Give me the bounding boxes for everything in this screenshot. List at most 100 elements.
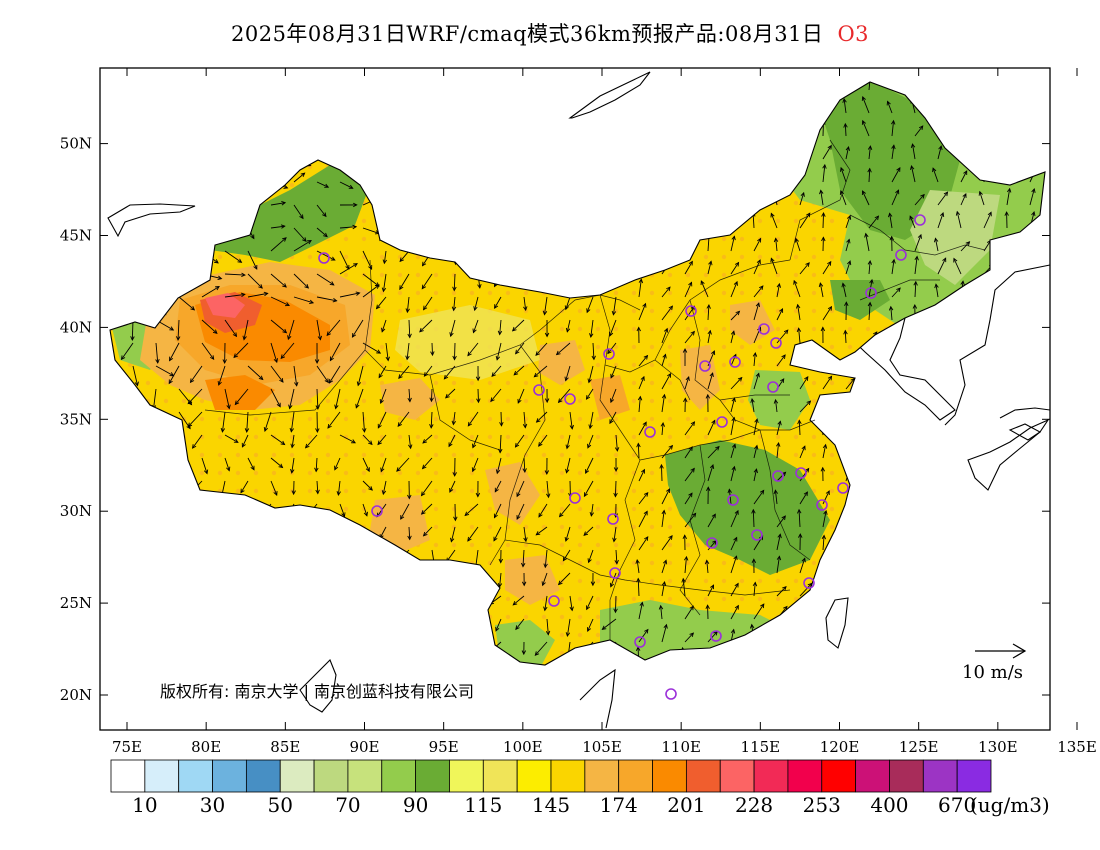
wind-arrow	[316, 365, 329, 384]
station-marker	[533, 384, 545, 396]
wind-arrow	[497, 572, 503, 588]
wind-arrow	[773, 237, 779, 252]
wind-arrow	[841, 282, 847, 298]
wind-arrow	[776, 307, 784, 321]
y-tick-label: 35N	[60, 410, 92, 428]
colorbar	[110, 759, 992, 793]
wind-arrow	[452, 342, 457, 361]
wind-arrow	[493, 526, 502, 542]
wind-arrow	[636, 442, 641, 459]
wind-arrow	[449, 319, 456, 338]
wind-arrow	[776, 441, 781, 459]
wind-arrow	[934, 283, 939, 298]
wind-arrow	[822, 260, 832, 275]
station-marker	[727, 494, 739, 506]
wind-arrow	[820, 466, 826, 482]
colorbar-label: 670	[938, 793, 976, 817]
wind-arrow	[751, 558, 757, 574]
x-tick-label: 115E	[741, 738, 781, 756]
wind-arrow	[280, 342, 295, 360]
wind-arrow	[799, 262, 810, 275]
station-marker	[770, 337, 782, 349]
wind-arrow	[339, 434, 357, 444]
station-marker	[729, 356, 741, 368]
y-tick-label: 20N	[60, 686, 92, 704]
station-marker	[685, 305, 697, 317]
wind-arrow	[932, 167, 939, 183]
wind-arrow	[613, 595, 618, 614]
wind-arrow	[247, 273, 263, 289]
wind-arrow	[201, 286, 220, 298]
wind-arrow	[450, 526, 456, 543]
wind-arrow	[315, 480, 320, 495]
wind-arrow	[224, 250, 243, 263]
wind-arrow	[314, 457, 319, 473]
wind-arrow	[707, 584, 714, 597]
wind-arrow	[587, 549, 594, 564]
wind-arrow	[495, 618, 502, 632]
wind-arrow	[707, 329, 712, 344]
wind-arrow	[498, 549, 504, 564]
colorbar-label: 30	[200, 793, 225, 817]
map-title: 2025年08月31日WRF/cmaq模式36km预报产品:08月31日 O3	[0, 18, 1100, 48]
wind-arrow	[753, 259, 761, 275]
wind-arrow	[557, 388, 571, 404]
wind-arrow	[609, 572, 617, 588]
title-text: 2025年08月31日WRF/cmaq模式36km预报产品:08月31日	[230, 22, 824, 46]
colorbar-swatch	[922, 759, 958, 793]
wind-arrow	[638, 302, 647, 321]
wind-arrow	[861, 95, 870, 114]
wind-arrow	[684, 421, 696, 436]
colorbar-label: 228	[735, 793, 773, 817]
wind-arrow	[523, 296, 528, 312]
wind-arrow	[588, 411, 594, 430]
wind-arrow	[822, 305, 833, 321]
wind-arrow	[888, 305, 894, 321]
x-tick-label: 130E	[978, 738, 1018, 756]
wind-arrow	[422, 526, 433, 537]
x-tick-label: 80E	[191, 738, 221, 756]
colorbar-swatch	[516, 759, 552, 793]
station-marker	[548, 595, 560, 607]
wind-arrow	[517, 388, 525, 404]
wind-arrow	[661, 393, 667, 413]
wind-arrow	[545, 618, 551, 636]
wind-arrow	[822, 163, 827, 183]
wind-arrow	[558, 503, 571, 518]
wind-arrow	[565, 319, 571, 333]
wind-arrow	[356, 365, 364, 387]
wind-arrow	[512, 595, 525, 606]
wind-arrow	[955, 210, 962, 229]
wind-arrow	[887, 212, 893, 229]
wind-arrow	[889, 235, 894, 252]
wind-arrow	[451, 411, 457, 426]
wind-scale-arrow	[975, 643, 1027, 659]
wind-arrow	[707, 260, 713, 275]
wind-arrow	[452, 457, 457, 477]
wind-arrow	[730, 280, 738, 298]
wind-arrow	[614, 434, 620, 452]
wind-arrow	[613, 457, 619, 472]
wind-arrow	[1006, 187, 1012, 206]
wind-arrow	[682, 348, 688, 367]
wind-arrow	[867, 301, 873, 321]
wind-arrow	[270, 434, 286, 446]
wind-arrow	[705, 393, 711, 413]
wind-arrow	[494, 296, 502, 309]
colorbar-label: 201	[667, 793, 705, 817]
wind-arrow	[270, 342, 278, 364]
wind-arrow	[130, 319, 135, 341]
wind-arrow	[730, 628, 736, 643]
wind-arrow	[661, 509, 666, 528]
station-marker	[569, 492, 581, 504]
station-marker	[803, 577, 815, 589]
wind-arrow	[407, 480, 412, 500]
wind-arrow	[429, 411, 434, 429]
colorbar-swatch	[753, 759, 789, 793]
wind-arrow	[659, 463, 664, 482]
wind-arrow	[891, 258, 896, 275]
wind-arrow	[407, 526, 412, 541]
wind-arrow	[270, 296, 291, 307]
wind-arrow	[797, 419, 802, 436]
wind-arrow	[661, 559, 668, 574]
